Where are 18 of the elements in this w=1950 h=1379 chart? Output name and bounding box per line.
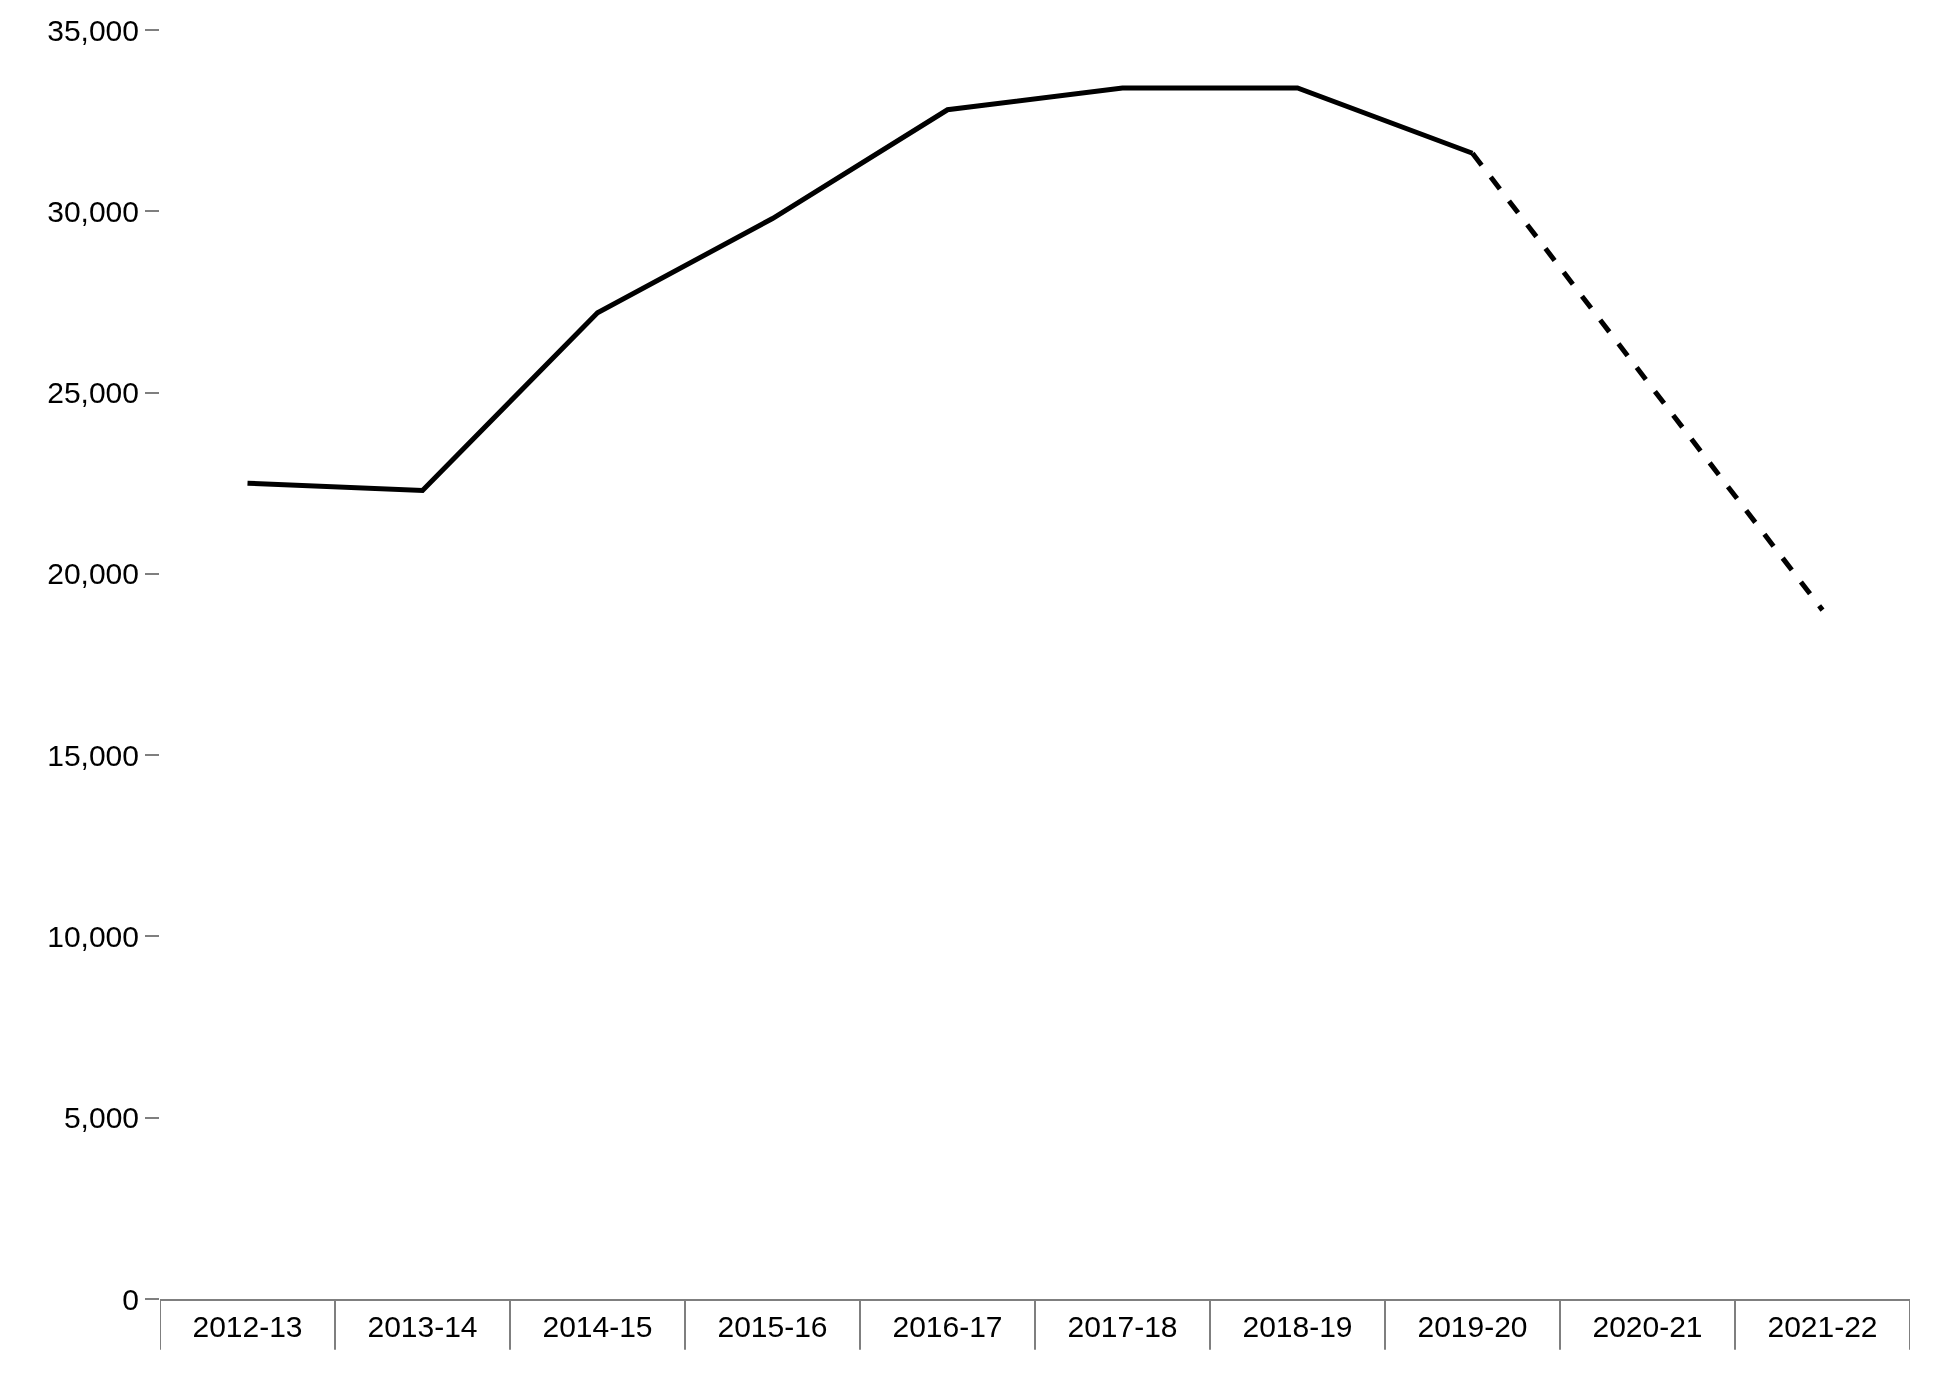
x-tick-label: 2019-20 (1417, 1310, 1528, 1343)
x-tick-label: 2014-15 (542, 1310, 653, 1343)
y-tick-label: 35,000 (47, 13, 139, 47)
x-tick-label: 2015-16 (717, 1310, 828, 1343)
y-tick-label: 0 (122, 1282, 139, 1316)
x-tick-label: 2013-14 (367, 1310, 478, 1343)
x-tick-label: 2021-22 (1767, 1310, 1878, 1343)
x-tick-label: 2018-19 (1242, 1310, 1353, 1343)
y-tick-label: 5,000 (63, 1101, 139, 1135)
y-tick-label: 30,000 (47, 194, 139, 228)
x-tick-label: 2016-17 (892, 1310, 1003, 1343)
y-tick-label: 10,000 (47, 919, 139, 953)
x-tick-label: 2020-21 (1592, 1310, 1703, 1343)
y-tick-label: 15,000 (47, 738, 139, 772)
y-tick-label: 20,000 (47, 557, 139, 591)
x-tick-label: 2012-13 (192, 1310, 303, 1343)
y-tick-label: 25,000 (47, 376, 139, 410)
x-tick-label: 2017-18 (1067, 1310, 1178, 1343)
